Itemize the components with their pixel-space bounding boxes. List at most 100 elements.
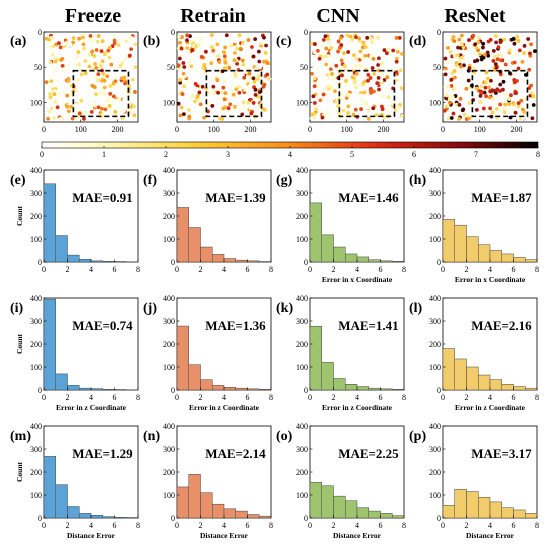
histogram-bar <box>454 358 467 391</box>
histogram-bar <box>489 250 502 263</box>
mae-annotation: MAE=2.14 <box>205 446 266 461</box>
error-point <box>217 96 222 101</box>
error-point <box>482 90 487 95</box>
error-point <box>378 100 383 105</box>
x-tick-label: 4 <box>222 265 226 274</box>
histogram-bar <box>223 386 236 391</box>
x-tick-label: 2 <box>465 265 469 274</box>
error-point <box>91 39 96 44</box>
error-point <box>234 87 239 92</box>
error-point <box>456 45 460 50</box>
x-tick-label: 2 <box>66 521 70 530</box>
y-tick-label: 0 <box>437 28 441 37</box>
error-point <box>329 45 334 50</box>
error-point <box>132 113 137 118</box>
histogram-bar <box>212 503 225 519</box>
error-point <box>362 64 367 69</box>
y-tick-label: 100 <box>429 98 441 107</box>
error-point <box>507 97 512 101</box>
histogram-bar <box>478 497 491 519</box>
error-point <box>108 91 113 96</box>
error-point <box>523 97 528 102</box>
error-point <box>88 37 92 42</box>
error-point <box>310 71 314 76</box>
error-point <box>206 73 211 78</box>
error-point <box>361 82 366 87</box>
x-tick-label: 0 <box>175 393 179 402</box>
error-point <box>467 38 471 43</box>
error-point <box>46 116 51 121</box>
error-point <box>323 87 328 92</box>
error-point <box>251 54 256 59</box>
error-point <box>495 57 500 62</box>
error-point <box>508 64 513 68</box>
histogram-bar <box>321 485 334 519</box>
error-point <box>354 95 358 99</box>
y-tick-label: 400 <box>30 294 42 303</box>
error-point <box>498 102 503 107</box>
x-tick-label: 8 <box>136 393 140 402</box>
error-point <box>101 72 106 76</box>
error-point <box>53 59 58 64</box>
error-point <box>47 109 52 114</box>
y-tick-label: 50 <box>300 63 308 72</box>
error-point <box>203 49 208 54</box>
error-point <box>65 93 70 98</box>
error-point <box>50 52 55 57</box>
error-point <box>71 36 76 40</box>
error-point <box>58 45 63 50</box>
error-point <box>112 41 117 46</box>
histogram-bar <box>513 386 526 391</box>
error-point <box>384 87 389 92</box>
error-point <box>367 105 372 110</box>
error-point <box>512 77 517 82</box>
y-tick-label: 400 <box>296 422 308 431</box>
error-point <box>382 91 387 95</box>
histogram-bar <box>114 517 127 519</box>
x-tick-label: 200 <box>377 125 389 134</box>
y-tick-label: 100 <box>296 363 308 372</box>
error-point <box>109 62 114 67</box>
colorbar-tick-label: 6 <box>412 150 416 159</box>
error-point <box>78 68 83 72</box>
error-point <box>503 102 508 107</box>
histogram-bar <box>321 362 334 391</box>
x-tick-label: 8 <box>269 521 273 530</box>
histogram-bar <box>188 364 201 391</box>
x-tick-label: 100 <box>208 125 220 134</box>
error-point <box>457 117 462 121</box>
column-title-cnn: CNN <box>316 5 360 27</box>
x-tick-label: 0 <box>175 521 179 530</box>
x-tick-label: 0 <box>175 125 179 134</box>
error-point <box>370 66 375 70</box>
error-point <box>190 104 194 109</box>
error-point <box>231 89 236 94</box>
histogram-bar <box>309 326 322 391</box>
error-point <box>467 116 472 121</box>
error-point <box>520 107 525 112</box>
error-point <box>215 103 220 108</box>
error-point <box>487 85 491 90</box>
error-point <box>374 113 379 117</box>
error-point <box>372 89 376 94</box>
x-axis-label: Error in x Coordinate <box>455 275 526 284</box>
error-point <box>59 58 64 62</box>
panel-letter: (d) <box>409 34 426 49</box>
error-point <box>504 40 509 44</box>
histogram-bar <box>79 513 92 519</box>
error-point <box>226 106 231 111</box>
error-point <box>103 107 108 112</box>
error-point <box>89 77 94 82</box>
error-point <box>83 59 88 63</box>
histogram-bar <box>321 234 334 263</box>
error-point <box>108 84 113 88</box>
error-point <box>359 107 363 112</box>
error-point <box>214 62 219 67</box>
error-point <box>238 47 243 51</box>
histogram-bar <box>79 387 92 391</box>
error-point <box>377 56 381 61</box>
colorbar-tick-label: 1 <box>102 150 106 159</box>
error-point <box>451 87 456 92</box>
